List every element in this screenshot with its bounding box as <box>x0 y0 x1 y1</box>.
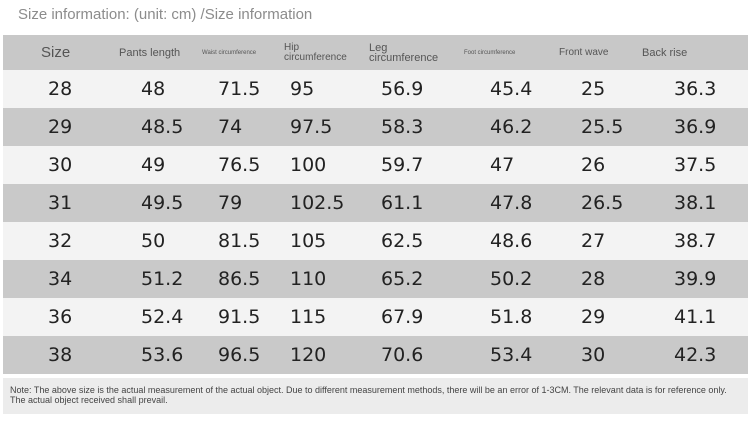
cell-foot-circumference: 47.8 <box>458 184 553 222</box>
cell-size: 28 <box>3 70 113 108</box>
cell-pants-length: 52.4 <box>113 298 196 336</box>
cell-hip-circumference: 102.5 <box>278 184 363 222</box>
header-foot-circumference: Foot circumference <box>458 35 553 70</box>
cell-back-rise: 39.9 <box>636 260 748 298</box>
cell-foot-circumference: 53.4 <box>458 336 553 374</box>
cell-back-rise: 41.1 <box>636 298 748 336</box>
cell-back-rise: 38.1 <box>636 184 748 222</box>
cell-size: 32 <box>3 222 113 260</box>
cell-foot-circumference: 50.2 <box>458 260 553 298</box>
header-size: Size <box>3 35 113 70</box>
cell-front-wave: 25.5 <box>553 108 636 146</box>
cell-hip-circumference: 95 <box>278 70 363 108</box>
page-title: Size information: (unit: cm) /Size infor… <box>18 6 313 23</box>
cell-waist-circumference: 81.5 <box>196 222 278 260</box>
table-row: 28 48 71.5 95 56.9 45.4 25 36.3 <box>3 70 748 108</box>
cell-hip-circumference: 115 <box>278 298 363 336</box>
cell-front-wave: 26 <box>553 146 636 184</box>
cell-pants-length: 49 <box>113 146 196 184</box>
cell-foot-circumference: 51.8 <box>458 298 553 336</box>
cell-foot-circumference: 46.2 <box>458 108 553 146</box>
cell-front-wave: 27 <box>553 222 636 260</box>
table-row: 36 52.4 91.5 115 67.9 51.8 29 41.1 <box>3 298 748 336</box>
header-leg-circumference: Leg circumference <box>363 35 458 70</box>
cell-back-rise: 36.3 <box>636 70 748 108</box>
cell-waist-circumference: 91.5 <box>196 298 278 336</box>
cell-leg-circumference: 67.9 <box>363 298 458 336</box>
cell-waist-circumference: 86.5 <box>196 260 278 298</box>
cell-back-rise: 38.7 <box>636 222 748 260</box>
cell-front-wave: 28 <box>553 260 636 298</box>
cell-front-wave: 30 <box>553 336 636 374</box>
cell-leg-circumference: 65.2 <box>363 260 458 298</box>
cell-leg-circumference: 58.3 <box>363 108 458 146</box>
cell-waist-circumference: 74 <box>196 108 278 146</box>
cell-pants-length: 48 <box>113 70 196 108</box>
header-pants-length: Pants length <box>113 35 196 70</box>
cell-waist-circumference: 76.5 <box>196 146 278 184</box>
cell-front-wave: 29 <box>553 298 636 336</box>
cell-hip-circumference: 97.5 <box>278 108 363 146</box>
cell-front-wave: 25 <box>553 70 636 108</box>
header-row: Size Pants length Waist circumference Hi… <box>3 35 748 70</box>
measurement-note: Note: The above size is the actual measu… <box>3 378 748 414</box>
cell-back-rise: 37.5 <box>636 146 748 184</box>
cell-pants-length: 50 <box>113 222 196 260</box>
header-front-wave: Front wave <box>553 35 636 70</box>
header-waist-circumference: Waist circumference <box>196 35 278 70</box>
cell-pants-length: 48.5 <box>113 108 196 146</box>
cell-leg-circumference: 62.5 <box>363 222 458 260</box>
cell-pants-length: 51.2 <box>113 260 196 298</box>
table-row: 31 49.5 79 102.5 61.1 47.8 26.5 38.1 <box>3 184 748 222</box>
cell-pants-length: 49.5 <box>113 184 196 222</box>
cell-waist-circumference: 71.5 <box>196 70 278 108</box>
table-row: 29 48.5 74 97.5 58.3 46.2 25.5 36.9 <box>3 108 748 146</box>
cell-hip-circumference: 120 <box>278 336 363 374</box>
cell-back-rise: 42.3 <box>636 336 748 374</box>
cell-leg-circumference: 56.9 <box>363 70 458 108</box>
cell-size: 29 <box>3 108 113 146</box>
size-table: Size Pants length Waist circumference Hi… <box>3 35 748 374</box>
table-row: 30 49 76.5 100 59.7 47 26 37.5 <box>3 146 748 184</box>
cell-foot-circumference: 48.6 <box>458 222 553 260</box>
cell-size: 38 <box>3 336 113 374</box>
cell-leg-circumference: 70.6 <box>363 336 458 374</box>
cell-waist-circumference: 96.5 <box>196 336 278 374</box>
table-row: 32 50 81.5 105 62.5 48.6 27 38.7 <box>3 222 748 260</box>
cell-foot-circumference: 47 <box>458 146 553 184</box>
table-row: 34 51.2 86.5 110 65.2 50.2 28 39.9 <box>3 260 748 298</box>
cell-size: 36 <box>3 298 113 336</box>
cell-leg-circumference: 61.1 <box>363 184 458 222</box>
cell-size: 31 <box>3 184 113 222</box>
cell-back-rise: 36.9 <box>636 108 748 146</box>
cell-waist-circumference: 79 <box>196 184 278 222</box>
cell-front-wave: 26.5 <box>553 184 636 222</box>
header-hip-circumference: Hip circumference <box>278 35 363 70</box>
cell-hip-circumference: 105 <box>278 222 363 260</box>
cell-size: 34 <box>3 260 113 298</box>
table-row: 38 53.6 96.5 120 70.6 53.4 30 42.3 <box>3 336 748 374</box>
cell-size: 30 <box>3 146 113 184</box>
cell-foot-circumference: 45.4 <box>458 70 553 108</box>
cell-pants-length: 53.6 <box>113 336 196 374</box>
cell-hip-circumference: 110 <box>278 260 363 298</box>
cell-leg-circumference: 59.7 <box>363 146 458 184</box>
header-back-rise: Back rise <box>636 35 748 70</box>
cell-hip-circumference: 100 <box>278 146 363 184</box>
